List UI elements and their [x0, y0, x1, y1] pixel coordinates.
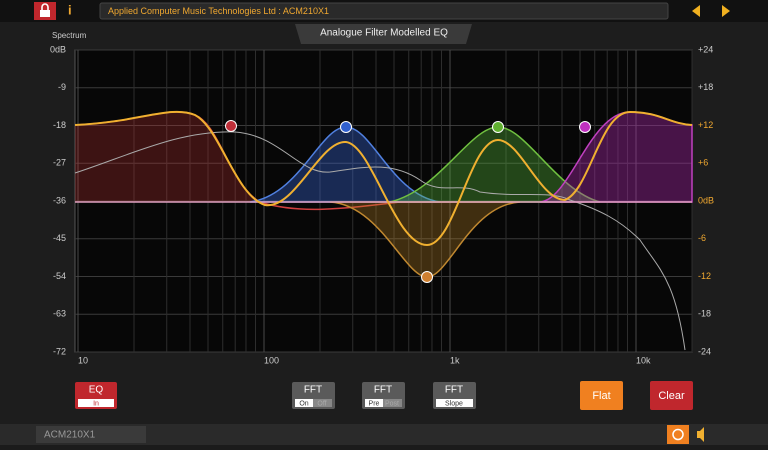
fft-slope-label: FFT: [445, 385, 463, 396]
eq-response-curve: [74, 110, 693, 247]
info-button[interactable]: i: [68, 2, 72, 17]
freq-label: 10k: [636, 355, 651, 365]
right-scale-label: 0dB: [698, 195, 714, 205]
left-scale-label: -18: [53, 120, 66, 130]
fft-slope-state: Slope: [445, 400, 463, 407]
eq-label: EQ: [89, 385, 104, 396]
fft-mode-button[interactable]: FFT Pre Post: [362, 382, 405, 409]
freq-label: 100: [264, 355, 279, 365]
header-field: [99, 2, 669, 20]
flat-label: Flat: [592, 390, 610, 402]
left-scale-label: -9: [58, 82, 66, 92]
right-scale-label: +18: [698, 82, 713, 92]
flat-button[interactable]: Flat: [580, 381, 623, 410]
eq-state: In: [93, 400, 99, 407]
prev-arrow[interactable]: [692, 5, 700, 17]
freq-label: 10: [78, 355, 88, 365]
lock-shackle: [41, 3, 49, 10]
fft-power-button[interactable]: FFT On Off: [292, 382, 335, 409]
fft-post: Post: [385, 400, 399, 407]
fft-mode-label: FFT: [374, 385, 392, 396]
left-scale-label: -54: [53, 271, 66, 281]
left-scale-label: 0dB: [50, 44, 66, 54]
bypass-button[interactable]: [667, 425, 689, 444]
right-scale-label: -6: [698, 233, 706, 243]
panel-tab: [295, 24, 472, 44]
footer-bar: [0, 424, 768, 445]
band4-node[interactable]: [421, 271, 433, 283]
left-scale-label: -72: [53, 346, 66, 356]
band3-node[interactable]: [492, 121, 504, 133]
footer-model: ACM210X1: [44, 430, 96, 441]
speaker-icon[interactable]: [697, 427, 704, 442]
clear-button[interactable]: Clear: [650, 381, 693, 410]
footer-tab: [36, 426, 146, 443]
fft-pre: Pre: [369, 400, 380, 407]
fft-on: On: [299, 400, 308, 407]
left-scale-label: -27: [53, 158, 66, 168]
grid: [75, 49, 693, 353]
next-arrow[interactable]: [722, 5, 730, 17]
eq-button[interactable]: EQ In: [75, 382, 117, 409]
spectrum-line: [74, 131, 686, 351]
right-scale-label: -12: [698, 271, 711, 281]
scales: 0dB -9 -18 -27 -36 -45 -54 -63 -72 +24 +18 +12 +6 0dB…: [50, 44, 714, 365]
panel-title: Analogue Filter Modelled EQ: [320, 28, 448, 39]
band1-node[interactable]: [225, 120, 237, 132]
clear-label: Clear: [658, 390, 685, 402]
band5-node[interactable]: [579, 121, 591, 133]
eq-bands: [74, 110, 693, 351]
fft-power-label: FFT: [304, 385, 322, 396]
spectrum-label: Spectrum: [52, 31, 87, 40]
right-scale-label: -24: [698, 346, 711, 356]
right-scale-label: +6: [698, 158, 708, 168]
left-scale-label: -63: [53, 309, 66, 319]
bypass-icon: [672, 428, 684, 441]
fft-off: Off: [317, 400, 326, 407]
fft-slope-button[interactable]: FFT Slope: [433, 382, 476, 409]
lock-icon: [40, 10, 50, 17]
band2-node[interactable]: [340, 121, 352, 133]
header-title: Applied Computer Music Technologies Ltd …: [108, 6, 329, 16]
freq-label: 1k: [450, 355, 460, 365]
left-scale-label: -36: [53, 195, 66, 205]
right-scale-label: -18: [698, 309, 711, 319]
right-scale-label: +12: [698, 120, 713, 130]
left-scale-label: -45: [53, 233, 66, 243]
right-scale-label: +24: [698, 44, 713, 54]
